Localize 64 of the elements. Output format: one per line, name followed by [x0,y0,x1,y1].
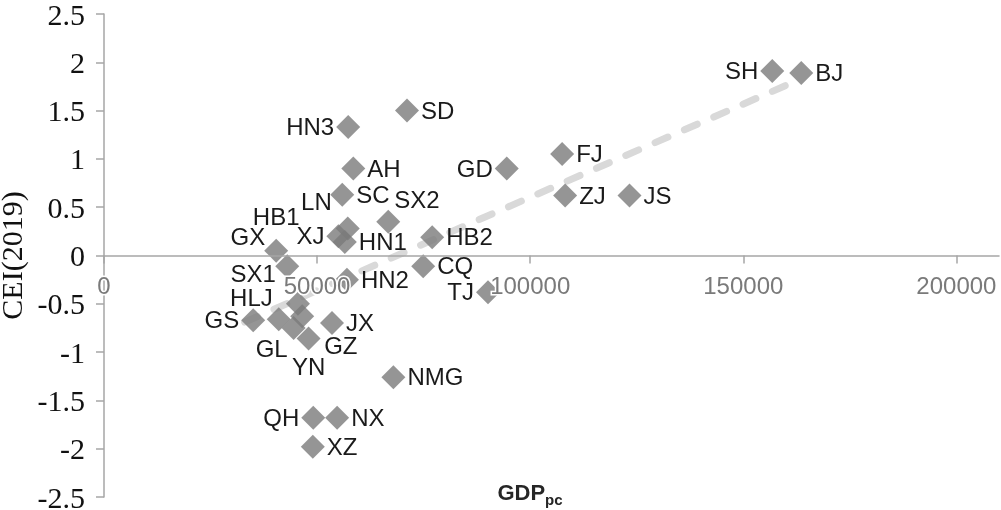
point [330,182,355,207]
annotation: FJ [576,140,603,168]
y-tick-label: -1.5 [37,383,85,417]
y-tick-label: 0 [70,239,85,272]
x-tick-label: 100000 [490,272,571,299]
point [301,405,326,430]
annotation: HB2 [446,223,493,251]
annotation: CQ [437,252,474,280]
annotation: HN1 [358,227,407,255]
annotation: XZ [326,432,358,460]
y-tick-label: 2 [70,45,85,79]
annotation: GL [255,335,288,363]
y-tick-label: 2.5 [47,0,85,31]
point [381,365,406,390]
annotation: NX [351,403,385,431]
y-tick-label: -1 [60,335,85,369]
point [320,311,345,336]
y-tick-label: -2.5 [37,480,85,510]
y-tick-label: 1.5 [47,94,85,128]
point [341,156,366,181]
annotation: SD [421,96,455,124]
point [789,60,814,85]
point [494,156,519,181]
x-tick-label: 0 [97,272,111,299]
annotation: YN [291,353,326,381]
annotation: QH [263,403,300,431]
y-tick-label: 1 [70,142,85,176]
x-tick-label: 150000 [703,272,784,299]
point [241,308,266,333]
annotation: AH [367,154,401,182]
point [550,142,575,167]
point [376,209,401,234]
point [395,98,420,123]
point [290,304,315,329]
y-tick-label: -0.5 [37,287,85,321]
y-axis-title: CEI(2019) [0,191,30,320]
point [300,434,325,459]
point [264,238,289,263]
point [411,254,436,279]
y-tick-label: -2 [60,432,85,466]
y-tick-label: 0.5 [47,190,85,224]
x-axis-title: GDP$_{pc}$ [497,480,563,509]
annotation: ZJ [579,181,606,209]
point [553,183,578,208]
x-tick-label: 200000 [916,272,997,299]
annotation: SC [356,180,390,208]
point [332,229,357,254]
annotation: SH [724,56,759,84]
annotation: NMG [407,363,464,391]
annotation: HN2 [360,265,409,293]
annotation: JS [643,181,672,209]
point [420,225,445,250]
point [760,58,785,83]
point [266,307,291,332]
annotation: BJ [815,58,844,86]
point [296,326,321,351]
point [336,115,361,140]
point [617,183,642,208]
annotation: TJ [447,278,475,306]
annotation: SX2 [394,186,440,214]
annotation: GD [456,154,493,182]
annotation: HN3 [286,113,335,141]
point [325,405,350,430]
annotation: LN [301,187,332,215]
